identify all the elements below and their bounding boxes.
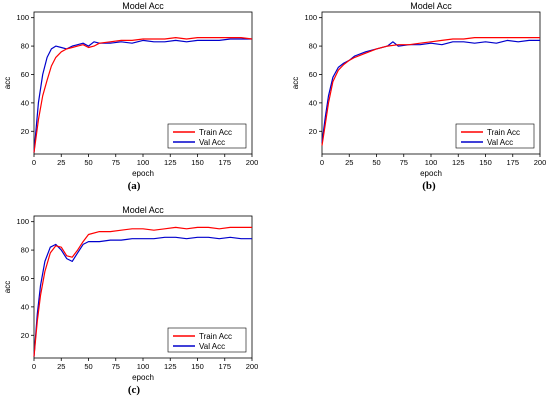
x-tick-label: 175 — [218, 362, 231, 371]
y-tick-label: 40 — [309, 98, 317, 107]
y-tick-label: 80 — [21, 246, 29, 255]
legend-label: Train Acc — [487, 128, 520, 137]
caption-b: (b) — [422, 180, 436, 192]
y-tick-label: 60 — [21, 274, 29, 283]
x-tick-label: 125 — [164, 362, 177, 371]
legend-label: Val Acc — [199, 138, 225, 147]
chart-svg: Model Acc 0 25 50 75 100 125 150 175 200 20 40 60 80 1… — [291, 1, 547, 178]
x-tick-label: 25 — [57, 158, 65, 167]
chart-title: Model Acc — [122, 1, 164, 11]
y-tick-label: 100 — [16, 13, 29, 22]
chart-title: Model Acc — [122, 205, 164, 215]
x-tick-label: 25 — [345, 158, 353, 167]
legend-label: Train Acc — [199, 128, 232, 137]
y-tick-label: 80 — [21, 42, 29, 51]
series-line-val-acc — [33, 38, 252, 153]
x-tick-label: 75 — [112, 362, 120, 371]
x-tick-label: 50 — [84, 362, 92, 371]
x-tick-label: 0 — [32, 362, 36, 371]
legend-label: Val Acc — [487, 138, 513, 147]
y-tick-label: 100 — [304, 13, 317, 22]
series-line-train-acc — [33, 36, 253, 153]
x-tick-label: 100 — [137, 158, 150, 167]
chart-title: Model Acc — [410, 1, 452, 11]
legend-box — [167, 123, 247, 149]
legend-box — [455, 123, 535, 149]
x-tick-label: 50 — [372, 158, 380, 167]
x-tick-label: 0 — [320, 158, 324, 167]
series-line-val-acc — [321, 39, 540, 143]
y-axis-label: acc — [3, 77, 12, 89]
x-axis-label: epoch — [132, 373, 154, 382]
chart-svg: Model Acc 0 25 50 75 100 125 150 175 200 20 40 60 80 1… — [3, 205, 259, 382]
series-line-train-acc — [321, 36, 540, 146]
y-tick-label: 100 — [16, 217, 29, 226]
caption-a: (a) — [127, 180, 141, 192]
x-tick-label: 150 — [479, 158, 492, 167]
series-line-val-acc — [33, 236, 252, 357]
x-tick-label: 0 — [32, 158, 36, 167]
x-tick-label: 200 — [534, 158, 547, 167]
y-tick-label: 20 — [309, 127, 317, 136]
chart-panel-c: Model Acc 0 25 50 75 100 125 150 175 200 20 40 60 80 1… — [0, 204, 262, 382]
x-tick-label: 175 — [506, 158, 519, 167]
legend-label: Train Acc — [199, 332, 232, 341]
y-tick-label: 20 — [21, 127, 29, 136]
chart-svg: Model Acc 0 25 50 75 100 125 150 175 200 20 40 60 80 1… — [3, 1, 259, 178]
x-tick-label: 100 — [425, 158, 438, 167]
y-tick-label: 60 — [21, 70, 29, 79]
x-tick-label: 150 — [191, 362, 204, 371]
legend-label: Val Acc — [199, 342, 225, 351]
series-line-train-acc — [33, 226, 252, 357]
x-tick-label: 75 — [112, 158, 120, 167]
x-tick-label: 150 — [191, 158, 204, 167]
chart-panel-b: Model Acc 0 25 50 75 100 125 150 175 200 20 40 60 80 1… — [288, 0, 550, 178]
x-tick-label: 75 — [400, 158, 408, 167]
y-axis-label: acc — [3, 281, 12, 293]
x-tick-label: 25 — [57, 362, 65, 371]
x-tick-label: 200 — [246, 362, 259, 371]
x-tick-label: 125 — [164, 158, 177, 167]
y-tick-label: 40 — [21, 302, 29, 311]
x-tick-label: 100 — [137, 362, 150, 371]
y-tick-label: 20 — [21, 331, 29, 340]
y-tick-label: 40 — [21, 98, 29, 107]
caption-c: (c) — [127, 384, 141, 396]
x-tick-label: 50 — [84, 158, 92, 167]
y-tick-label: 60 — [309, 70, 317, 79]
x-axis-label: epoch — [132, 169, 154, 178]
x-tick-label: 200 — [246, 158, 259, 167]
legend-box — [167, 327, 247, 353]
x-tick-label: 125 — [452, 158, 465, 167]
y-axis-label: acc — [291, 77, 300, 89]
y-tick-label: 80 — [309, 42, 317, 51]
chart-panel-a: Model Acc 0 25 50 75 100 125 150 175 200 20 40 60 80 1… — [0, 0, 262, 178]
x-axis-label: epoch — [420, 169, 442, 178]
x-tick-label: 175 — [218, 158, 231, 167]
